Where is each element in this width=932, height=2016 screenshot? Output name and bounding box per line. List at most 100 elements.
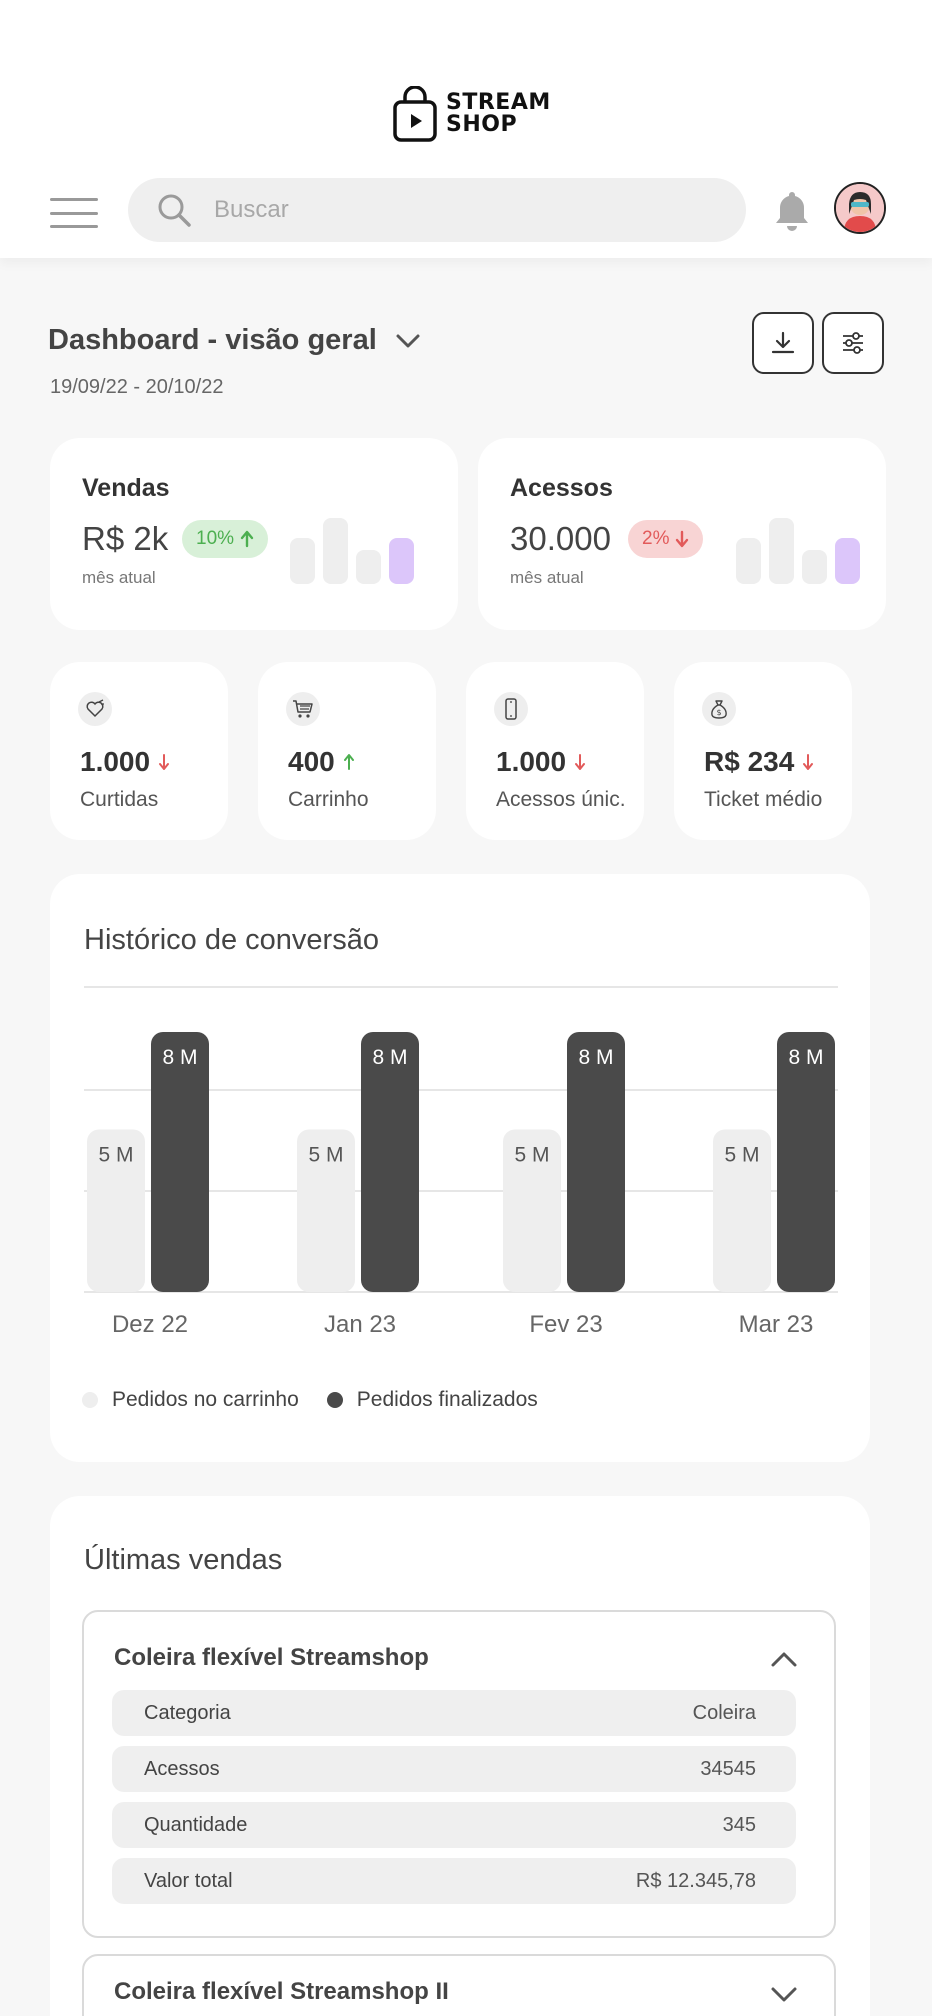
bar-finalizados [361, 1032, 419, 1292]
section-title: Últimas vendas [84, 1544, 283, 1576]
legend-item-carrinho[interactable]: Pedidos no carrinho [82, 1388, 299, 1412]
arrow-down-icon [575, 754, 586, 770]
arrow-down-icon [803, 754, 814, 770]
chevron-down-icon [396, 334, 420, 347]
detail-key: Acessos [144, 1757, 220, 1780]
notifications-button[interactable] [772, 188, 812, 232]
menu-line [50, 225, 98, 228]
metric-label: Acessos únic. [496, 788, 626, 811]
trend-badge-down: 2% [628, 520, 704, 558]
arrow-up-icon [343, 754, 354, 770]
bar-value-label: 8 M [372, 1046, 407, 1069]
top-header: STREAM SHOP [0, 0, 932, 258]
trend-badge-up: 10% [182, 520, 269, 558]
phone-icon [494, 692, 528, 726]
metric-value: 1.000 [80, 746, 151, 777]
filter-button[interactable] [822, 312, 884, 374]
metric-value-row: 1.000 [496, 746, 586, 778]
legend-dot-dark [326, 1392, 343, 1408]
bar-value-label: 8 M [578, 1046, 613, 1069]
search-input[interactable] [214, 196, 694, 224]
chart-title: Histórico de conversão [84, 924, 379, 956]
detail-key: Quantidade [144, 1813, 248, 1836]
metric-label: Ticket médio [704, 788, 823, 811]
streamshop-logo[interactable]: STREAM SHOP [392, 84, 551, 144]
bar-value-label: 5 M [514, 1144, 549, 1167]
arrow-down-icon [676, 530, 689, 548]
user-avatar[interactable] [834, 182, 886, 234]
mini-bar [290, 538, 315, 584]
bar-value-label: 8 M [162, 1046, 197, 1069]
arrow-down-icon [159, 754, 170, 770]
stat-subtitle: mês atual [510, 568, 584, 587]
download-button[interactable] [752, 312, 814, 374]
mini-bar-chart [736, 518, 860, 584]
logo-text-line1: STREAM [446, 90, 551, 115]
bar-carrinho [87, 1129, 145, 1292]
stat-subtitle: mês atual [82, 568, 156, 587]
bar-finalizados [777, 1032, 835, 1292]
chevron-up-icon[interactable] [770, 1650, 798, 1668]
shopping-bag-play-icon [393, 86, 437, 142]
bar-finalizados [151, 1032, 209, 1292]
chevron-down-icon[interactable] [770, 1986, 798, 2004]
metric-card-ticket-medio[interactable]: $ R$ 234 Ticket médio [674, 662, 852, 840]
stat-card-vendas[interactable]: Vendas R$ 2k 10% mês atual [50, 438, 458, 630]
metric-value-row: 1.000 [80, 746, 170, 778]
sale-accordion-item[interactable]: Coleira flexível Streamshop Categoria Co… [82, 1610, 836, 1938]
cart-icon [286, 692, 320, 726]
detail-value: 34545 [700, 1757, 756, 1780]
dashboard-view-selector[interactable]: Dashboard - visão geral [48, 324, 421, 357]
detail-row-categoria: Categoria Coleira [112, 1690, 796, 1736]
download-icon [771, 331, 795, 354]
detail-row-quantidade: Quantidade 345 [112, 1802, 796, 1848]
mini-bar [835, 538, 860, 584]
money-bag-icon: $ [702, 692, 736, 726]
stat-card-acessos[interactable]: Acessos 30.000 2% mês atual [478, 438, 886, 630]
sale-item-name: Coleira flexível Streamshop [114, 1644, 429, 1671]
trend-percent: 2% [642, 528, 670, 549]
metric-card-curtidas[interactable]: 1.000 Curtidas [50, 662, 228, 840]
legend-item-finalizados[interactable]: Pedidos finalizados [326, 1388, 538, 1412]
bar-value-label: 5 M [724, 1144, 759, 1167]
date-range: 19/09/22 - 20/10/22 [50, 376, 224, 398]
chart-legend: Pedidos no carrinho Pedidos finalizados [82, 1388, 538, 1412]
menu-line [50, 211, 98, 215]
stat-label: Vendas [82, 474, 170, 502]
detail-row-acessos: Acessos 34545 [112, 1746, 796, 1792]
legend-label: Pedidos no carrinho [112, 1388, 299, 1411]
metric-card-carrinho[interactable]: 400 Carrinho [258, 662, 436, 840]
bar-finalizados [567, 1032, 625, 1292]
avatar-image [836, 184, 884, 232]
mini-bar [802, 550, 827, 584]
menu-line [50, 198, 98, 201]
metric-value: 400 [288, 746, 335, 777]
metric-card-acessos-unicos[interactable]: 1.000 Acessos únic. [466, 662, 644, 840]
mini-bar [356, 550, 381, 584]
trend-percent: 10% [196, 528, 235, 549]
x-tick-label: Dez 22 [112, 1311, 188, 1338]
search-bar[interactable] [128, 178, 746, 242]
logo-text-line2: SHOP [446, 112, 518, 137]
page-title: Dashboard - visão geral [48, 324, 377, 356]
legend-dot-light [82, 1392, 98, 1408]
detail-key: Valor total [144, 1869, 233, 1892]
detail-value: R$ 12.345,78 [635, 1869, 756, 1892]
search-icon [158, 194, 191, 227]
sale-item-name: Coleira flexível Streamshop II [114, 1978, 449, 2005]
legend-label: Pedidos finalizados [356, 1388, 538, 1411]
mini-bar [736, 538, 761, 584]
metric-value: R$ 234 [704, 746, 795, 777]
bar-carrinho [503, 1129, 561, 1292]
sale-accordion-item[interactable]: Coleira flexível Streamshop II [82, 1954, 836, 2016]
bar-carrinho [713, 1129, 771, 1292]
bell-icon [776, 192, 808, 231]
sliders-icon [843, 332, 863, 354]
bar-value-label: 5 M [308, 1144, 343, 1167]
bar-value-label: 5 M [98, 1144, 133, 1167]
menu-button[interactable] [50, 198, 98, 228]
detail-value: Coleira [692, 1701, 756, 1724]
mini-bar [769, 518, 794, 584]
mini-bar [323, 518, 348, 584]
mini-bar-chart [290, 518, 414, 584]
